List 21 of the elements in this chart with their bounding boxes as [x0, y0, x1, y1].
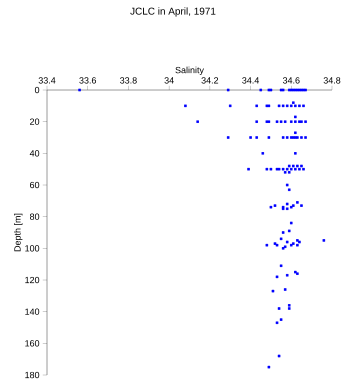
x-tick-label: 34.8 [324, 77, 340, 84]
y-axis-title: Depth [m] [14, 214, 22, 252]
y-tick-label: 60 [30, 182, 40, 188]
y-tick-label: 40 [30, 150, 40, 157]
y-tick-label: 100 [25, 245, 40, 252]
x-tick-label: 34.6 [282, 77, 300, 84]
x-tick-label: 33.4 [38, 77, 56, 84]
x-axis-title: Salinity [175, 66, 204, 76]
x-tick-label: 34.2 [201, 77, 218, 84]
y-tick-label: 120 [25, 276, 40, 284]
x-tick-label: 33.6 [79, 77, 96, 84]
y-tick-label: 0 [34, 86, 40, 94]
chart-title: JCLC in April, 1971 [130, 7, 216, 17]
y-tick-label: 20 [30, 118, 40, 125]
x-tick-label: 33.8 [120, 77, 137, 84]
y-tick-label: 180 [25, 372, 40, 378]
x-tick-label: 34 [164, 77, 174, 84]
x-tick-label: 34.4 [242, 77, 260, 84]
y-tick-label: 80 [30, 213, 40, 220]
y-tick-label: 160 [25, 340, 40, 347]
y-tick-label: 140 [25, 308, 40, 315]
